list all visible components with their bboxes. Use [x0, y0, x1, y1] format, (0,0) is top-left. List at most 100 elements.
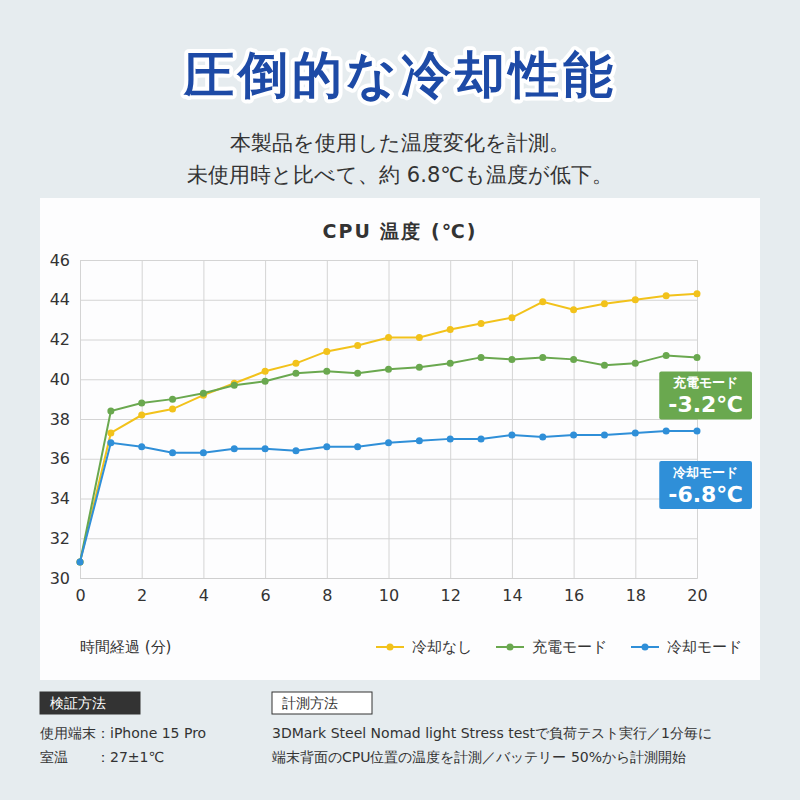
legend-marker — [387, 644, 394, 651]
x-tick-label: 2 — [137, 586, 147, 605]
series-marker — [570, 356, 577, 363]
x-tick: 0 — [75, 260, 85, 605]
series-marker — [632, 429, 639, 436]
subtitle: 未使用時と比べて、約 6.8℃も温度が低下。 — [187, 163, 613, 187]
y-tick: 34 — [50, 489, 697, 508]
x-tick: 20 — [687, 260, 707, 605]
note-line: 3DMark Steel Nomad light Stress testで負荷テ… — [272, 725, 712, 741]
x-axis: 02468101214161820 — [75, 260, 707, 605]
note-heading-box — [272, 692, 372, 714]
y-tick: 46 — [50, 251, 697, 270]
legend-item: 充電モード — [496, 638, 607, 656]
series-marker — [292, 447, 299, 454]
y-tick: 44 — [50, 290, 697, 309]
series-line — [80, 431, 697, 562]
x-tick-label: 20 — [687, 586, 707, 605]
series-marker — [663, 292, 670, 299]
series-marker — [694, 290, 701, 297]
title: 圧倒的な冷却性能 — [183, 46, 617, 104]
x-tick: 16 — [564, 260, 584, 605]
legend-label: 冷却なし — [412, 638, 472, 656]
y-tick-label: 44 — [50, 290, 70, 309]
series-marker — [354, 370, 361, 377]
x-grid-line — [142, 260, 143, 578]
note-heading: 検証方法 — [50, 695, 106, 711]
x-tick-label: 10 — [379, 586, 399, 605]
series-marker — [508, 314, 515, 321]
series-marker — [694, 354, 701, 361]
series-marker — [77, 559, 84, 566]
series-marker — [601, 362, 608, 369]
subtitle: 本製品を使用した温度変化を計測。 — [230, 131, 570, 155]
series-marker — [601, 431, 608, 438]
chart-title: CPU 温度 (℃) — [323, 220, 478, 242]
y-tick: 36 — [50, 449, 697, 468]
legend-marker — [642, 644, 649, 651]
series-line — [80, 355, 697, 562]
y-tick: 40 — [50, 370, 697, 389]
y-tick-label: 42 — [50, 330, 70, 349]
x-tick-label: 12 — [441, 586, 461, 605]
background — [0, 0, 800, 800]
x-tick-label: 18 — [626, 586, 646, 605]
annotation-value: -6.8℃ — [668, 482, 743, 507]
series-marker — [200, 390, 207, 397]
series-marker — [138, 443, 145, 450]
x-grid-line — [389, 260, 390, 578]
x-tick-label: 16 — [564, 586, 584, 605]
series-marker — [107, 439, 114, 446]
x-grid-line — [512, 260, 513, 578]
x-grid-line — [265, 260, 266, 578]
series-marker — [138, 400, 145, 407]
series-marker — [385, 366, 392, 373]
note-heading: 計測方法 — [282, 695, 338, 711]
legend-marker — [507, 644, 514, 651]
x-grid-line — [80, 260, 81, 578]
series-marker — [601, 300, 608, 307]
x-tick-label: 4 — [199, 586, 209, 605]
series-marker — [385, 334, 392, 341]
series-marker — [539, 433, 546, 440]
series-marker — [447, 435, 454, 442]
x-tick: 10 — [379, 260, 399, 605]
y-tick-label: 38 — [50, 410, 70, 429]
annotation: 充電モード -3.2℃ — [659, 371, 752, 419]
y-tick-label: 34 — [50, 489, 70, 508]
legend-label: 冷却モード — [667, 638, 742, 656]
annotation-box — [659, 461, 752, 509]
series-marker — [354, 443, 361, 450]
series-marker — [416, 437, 423, 444]
series-marker — [323, 348, 330, 355]
plot-area — [77, 290, 701, 565]
series-marker — [354, 342, 361, 349]
series-marker — [694, 427, 701, 434]
y-tick-label: 40 — [50, 370, 70, 389]
note-line: 室温 ：27±1℃ — [40, 749, 164, 765]
series-marker — [138, 412, 145, 419]
legend-item: 冷却なし — [376, 638, 472, 656]
series-marker — [539, 298, 546, 305]
series-marker — [262, 445, 269, 452]
series-marker — [478, 354, 485, 361]
annotation-value: -3.2℃ — [668, 392, 743, 417]
annotations: 充電モード -3.2℃ 冷却モード -6.8℃ — [659, 371, 752, 509]
x-tick: 6 — [261, 260, 271, 605]
note-line: 端末背面のCPU位置の温度を計測／バッテリー 50%から計測開始 — [272, 749, 686, 765]
x-grid-line — [450, 260, 451, 578]
x-tick-label: 0 — [75, 586, 85, 605]
series-line — [80, 294, 697, 562]
series-marker — [663, 352, 670, 359]
x-tick-label: 14 — [502, 586, 522, 605]
annotation-title: 冷却モード — [673, 465, 738, 480]
annotation-title: 充電モード — [672, 375, 738, 390]
series-marker — [416, 334, 423, 341]
series-marker — [323, 443, 330, 450]
note-heading-box — [40, 692, 140, 714]
y-tick-label: 36 — [50, 449, 70, 468]
chart-root: 圧倒的な冷却性能本製品を使用した温度変化を計測。未使用時と比べて、約 6.8℃も… — [0, 0, 800, 800]
x-tick: 12 — [441, 260, 461, 605]
x-tick: 14 — [502, 260, 522, 605]
chart-panel — [40, 198, 760, 680]
series-marker — [292, 370, 299, 377]
y-axis-line — [81, 261, 698, 579]
